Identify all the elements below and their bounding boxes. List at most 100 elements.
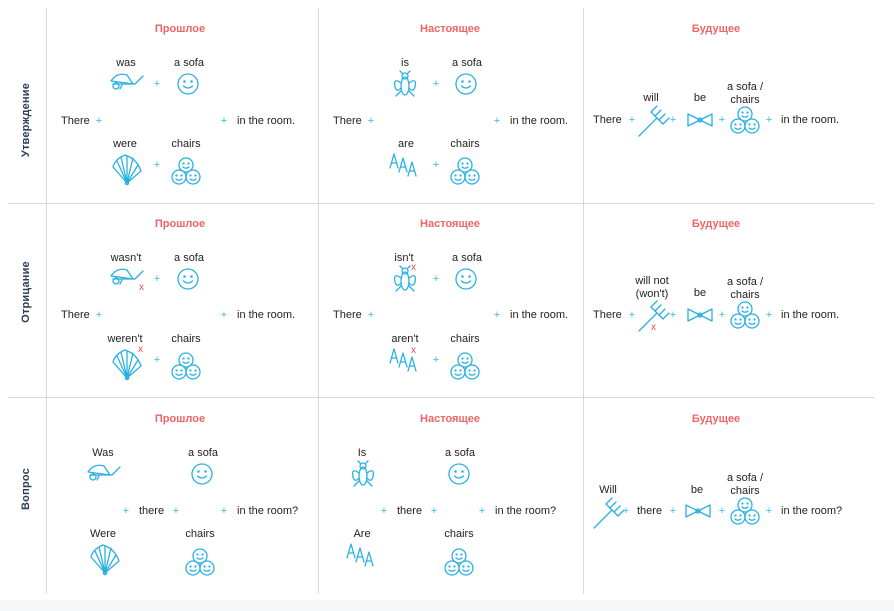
plus-sign: + [765,505,773,517]
smiley-face-icon [448,463,470,485]
verb-is: Is [357,447,367,459]
verb-isnt: isn't [394,252,414,264]
plus-sign: + [380,505,388,517]
word-there: There [593,114,622,126]
plus-sign: + [95,115,103,127]
plus-sign: + [493,115,501,127]
header-past: Прошлое [154,23,206,35]
word-there: There [61,115,90,127]
noun-chairs: chairs [444,528,474,540]
header-present: Настоящее [420,218,480,230]
header-past: Прошлое [154,218,206,230]
plus-sign: + [765,114,773,126]
noun-chairs: chairs [185,528,215,540]
noun-chairs: chairs [450,333,480,345]
verb-be: be [690,484,704,496]
fly-icon [393,265,417,292]
word-there: There [333,309,362,321]
three-smiley-faces-icon [730,497,760,525]
letters-aaa-icon [389,153,417,177]
noun-a-sofa: a sofa [188,447,218,459]
grid-line-vertical-1 [318,8,319,594]
phrase-in-the-room: in the room? [237,505,299,517]
noun-a-sofa: a sofa [452,57,482,69]
plus-sign: + [153,78,161,90]
bottom-strip [0,600,894,611]
verb-was: Was [92,447,114,459]
plus-sign: + [628,114,636,126]
plus-sign: + [153,354,161,366]
letters-aaa-icon [389,348,417,372]
plus-sign: + [122,505,130,517]
plus-sign: + [172,505,180,517]
three-smiley-faces-icon [171,157,201,185]
noun-chairs: chairs [171,333,201,345]
plus-sign: + [718,505,726,517]
grid-line-vertical-2 [583,8,584,594]
noun-a-sofa: a sofa [174,57,204,69]
negation-mark: x [138,344,143,355]
grid-line-horizontal-2 [8,397,874,398]
three-smiley-faces-icon [450,352,480,380]
word-there: there [139,505,165,517]
plus-sign: + [669,505,677,517]
verb-will-not: will not (won't) [635,275,669,300]
verb-is: is [401,57,409,69]
plus-sign: + [718,114,726,126]
plus-sign: + [432,78,440,90]
bow-tie-icon [687,113,713,127]
verb-were: were [113,138,137,150]
plus-sign: + [432,354,440,366]
plus-sign: + [220,309,228,321]
pitchfork-icon [638,105,670,137]
header-present: Настоящее [420,23,480,35]
plus-sign: + [153,159,161,171]
negation-mark: x [651,322,656,333]
noun-a-sofa: a sofa [174,252,204,264]
verb-will: Will [599,484,617,496]
grid-line-vertical-left [46,8,47,594]
noun-a-sofa: a sofa [445,447,475,459]
letters-aaa-icon [346,543,374,567]
smiley-face-icon [191,463,213,485]
plus-sign: + [367,309,375,321]
plus-sign: + [622,505,630,517]
plus-sign: + [478,505,486,517]
verb-will: will [643,92,659,104]
hand-fan-icon [112,349,142,381]
noun-a-sofa-chairs: a sofa / chairs [726,276,764,301]
verb-be: be [693,287,707,299]
noun-chairs: chairs [450,138,480,150]
hand-fan-icon [90,544,120,576]
smiley-face-icon [177,73,199,95]
header-future: Будущее [691,218,741,230]
plus-sign: + [765,309,773,321]
verb-arent: aren't [391,333,419,345]
bow-tie-icon [687,308,713,322]
header-future: Будущее [691,23,741,35]
header-past: Прошлое [154,413,206,425]
negation-mark: x [139,282,144,293]
plus-sign: + [669,114,677,126]
verb-was: was [116,57,136,69]
noun-chairs: chairs [171,138,201,150]
plus-sign: + [432,159,440,171]
plus-sign: + [153,273,161,285]
plus-sign: + [669,309,677,321]
smiley-face-icon [177,268,199,290]
three-smiley-faces-icon [730,301,760,329]
three-smiley-faces-icon [171,352,201,380]
fly-icon [351,460,375,487]
verb-be: be [693,92,707,104]
plus-sign: + [220,505,228,517]
word-there: There [333,115,362,127]
plus-sign: + [493,309,501,321]
noun-a-sofa-chairs: a sofa / chairs [726,81,764,106]
phrase-in-the-room: in the room? [781,505,843,517]
phrase-in-the-room: in the room. [510,309,569,321]
hand-fan-icon [112,154,142,186]
phrase-in-the-room: in the room. [510,115,569,127]
phrase-in-the-room: in the room. [781,114,840,126]
wheelbarrow-icon [87,464,121,481]
word-there: There [61,309,90,321]
